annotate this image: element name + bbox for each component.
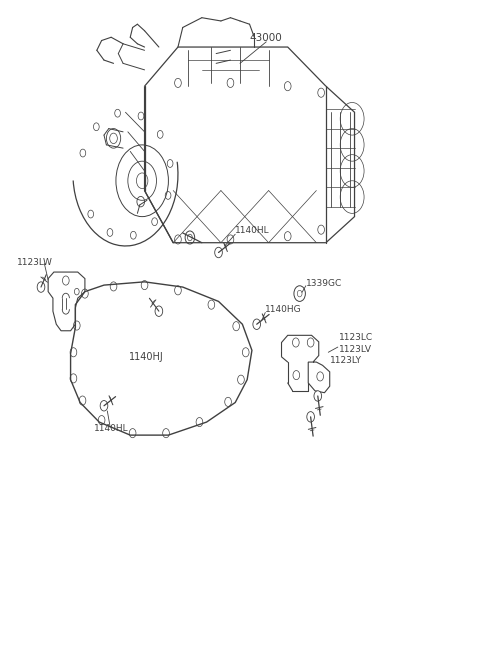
Circle shape [314, 391, 322, 402]
Circle shape [215, 248, 222, 257]
Text: 1140HG: 1140HG [265, 305, 302, 314]
Text: 1123LW: 1123LW [17, 258, 53, 267]
Text: 43000: 43000 [250, 33, 283, 43]
Text: 1339GC: 1339GC [306, 278, 342, 288]
Text: 1140HL: 1140HL [235, 227, 270, 235]
Circle shape [253, 319, 261, 329]
Text: 1123LV: 1123LV [339, 345, 372, 354]
Text: 1140HL: 1140HL [95, 424, 129, 433]
Circle shape [37, 282, 45, 292]
Circle shape [155, 306, 163, 316]
Text: 1140HJ: 1140HJ [129, 352, 164, 362]
Circle shape [100, 401, 108, 411]
Circle shape [307, 411, 314, 422]
Text: 1123LC: 1123LC [339, 333, 373, 343]
Text: 1123LY: 1123LY [330, 356, 362, 365]
